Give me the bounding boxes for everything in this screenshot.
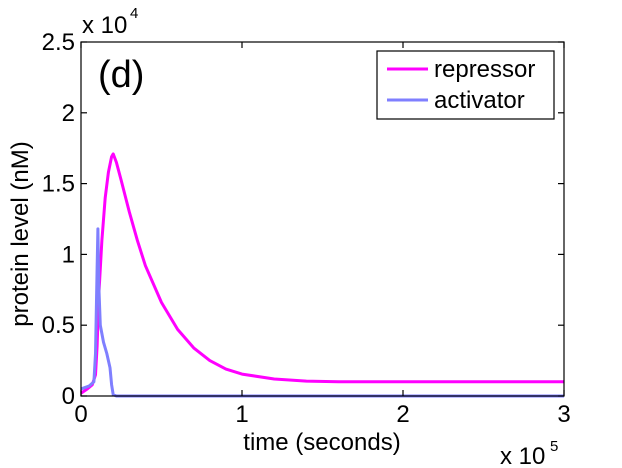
y-tick-label: 1.5 — [42, 171, 75, 198]
x-tick-label: 2 — [396, 401, 409, 428]
y-tick-label: 0.5 — [42, 312, 75, 339]
legend-label-activator: activator — [434, 87, 525, 114]
x-tick-label: 1 — [235, 401, 248, 428]
y-multiplier-base: x 10 — [82, 12, 127, 39]
panel-label: (d) — [98, 54, 144, 96]
axes-box — [80, 41, 565, 397]
legend-box — [376, 50, 555, 120]
x-multiplier-exp: 5 — [550, 438, 558, 455]
legend-label-repressor: repressor — [434, 56, 535, 83]
y-tick-label: 0 — [62, 383, 75, 410]
x-multiplier-base: x 10 — [500, 443, 545, 468]
y-tick-label: 2 — [62, 100, 75, 127]
y-tick-label: 2.5 — [42, 29, 75, 56]
y-tick-label: 1 — [62, 241, 75, 268]
legend: repressor activator — [376, 50, 555, 120]
series-line-activator — [80, 227, 564, 398]
ticks: 0 1 2 3 0 0.5 1 1.5 2 2.5 — [42, 29, 571, 428]
x-tick-label: 3 — [557, 401, 570, 428]
y-axis-label: protein level (nM) — [7, 141, 34, 326]
plot-lines — [80, 152, 564, 398]
x-axis-label: time (seconds) — [243, 429, 400, 456]
series-line-repressor — [80, 152, 564, 395]
y-multiplier-exp: 4 — [130, 5, 138, 22]
x-tick-label: 0 — [74, 401, 87, 428]
